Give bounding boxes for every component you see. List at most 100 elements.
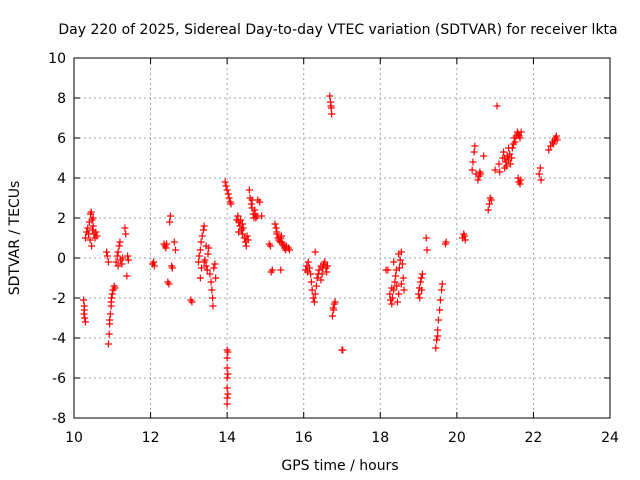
data-point — [84, 224, 92, 232]
data-point — [438, 286, 446, 294]
data-point — [266, 242, 274, 250]
data-point — [434, 332, 442, 340]
data-point — [433, 336, 441, 344]
data-point — [328, 110, 336, 118]
data-point — [480, 152, 488, 160]
data-point — [506, 160, 514, 168]
data-point — [304, 258, 312, 266]
data-point — [165, 280, 173, 288]
data-point — [311, 248, 319, 256]
data-point — [310, 298, 318, 306]
data-point — [418, 270, 426, 278]
data-point — [170, 238, 178, 246]
data-point — [517, 176, 525, 184]
data-point — [209, 302, 217, 310]
y-tick-label: -8 — [52, 411, 66, 427]
data-point — [121, 224, 129, 232]
data-point — [224, 390, 232, 398]
data-point — [389, 294, 397, 302]
data-point — [223, 400, 231, 408]
data-point — [124, 252, 132, 260]
data-point — [81, 234, 89, 242]
data-point — [418, 286, 426, 294]
data-point — [93, 232, 101, 240]
data-point — [207, 278, 215, 286]
data-point — [505, 144, 513, 152]
data-point — [500, 148, 508, 156]
data-point — [104, 340, 112, 348]
data-point — [312, 282, 320, 290]
data-point — [166, 218, 174, 226]
data-point — [326, 92, 334, 100]
data-point — [258, 212, 266, 220]
data-point — [199, 226, 207, 234]
data-point — [106, 310, 114, 318]
data-point — [398, 260, 406, 268]
data-point — [105, 330, 113, 338]
x-tick-label: 16 — [295, 430, 313, 446]
data-point — [545, 146, 553, 154]
data-point — [223, 186, 231, 194]
data-point — [323, 262, 331, 270]
data-point — [196, 274, 204, 282]
data-point — [115, 242, 123, 250]
x-tick-label: 24 — [601, 430, 619, 446]
data-point — [461, 232, 469, 240]
x-tick-label: 18 — [371, 430, 389, 446]
data-point — [487, 196, 495, 204]
data-point — [277, 266, 285, 274]
data-point — [104, 258, 112, 266]
data-point — [442, 238, 450, 246]
data-point — [162, 244, 170, 252]
x-tick-label: 10 — [65, 430, 83, 446]
data-point — [395, 290, 403, 298]
data-point — [80, 310, 88, 318]
data-point — [168, 264, 176, 272]
data-point — [81, 314, 89, 322]
data-point — [470, 148, 478, 156]
data-point — [245, 186, 253, 194]
data-point — [384, 266, 392, 274]
data-point — [477, 170, 485, 178]
y-tick-label: 8 — [57, 91, 66, 107]
data-point — [208, 286, 216, 294]
data-point — [495, 160, 503, 168]
data-point — [256, 198, 264, 206]
y-tick-label: -6 — [52, 371, 66, 387]
x-tick-label: 14 — [218, 430, 236, 446]
data-point — [197, 238, 205, 246]
x-tick-label: 22 — [525, 430, 543, 446]
data-point — [388, 300, 396, 308]
data-point — [150, 258, 158, 266]
data-point — [239, 224, 247, 232]
data-point — [118, 260, 126, 268]
data-point — [111, 284, 119, 292]
data-point — [508, 154, 516, 162]
data-point — [238, 220, 246, 228]
data-point — [273, 228, 281, 236]
data-point — [81, 318, 89, 326]
data-point — [394, 298, 402, 306]
y-tick-label: -2 — [52, 291, 66, 307]
data-point — [436, 296, 444, 304]
data-point — [89, 222, 97, 230]
data-point — [328, 312, 336, 320]
y-tick-label: 10 — [48, 51, 66, 67]
data-point — [103, 252, 111, 260]
data-point — [247, 200, 255, 208]
data-point — [89, 214, 97, 222]
data-point — [200, 258, 208, 266]
data-point — [212, 274, 220, 282]
data-point — [223, 364, 231, 372]
data-point — [243, 232, 251, 240]
data-point — [286, 246, 294, 254]
data-point — [511, 138, 519, 146]
x-axis-ticks: 10 12 14 16 18 20 22 24 — [65, 58, 619, 446]
plot-frame — [73, 57, 611, 419]
data-point — [116, 238, 124, 246]
data-point — [124, 256, 132, 264]
data-point — [471, 142, 479, 150]
y-tick-label: 0 — [57, 251, 66, 267]
data-point — [423, 246, 431, 254]
